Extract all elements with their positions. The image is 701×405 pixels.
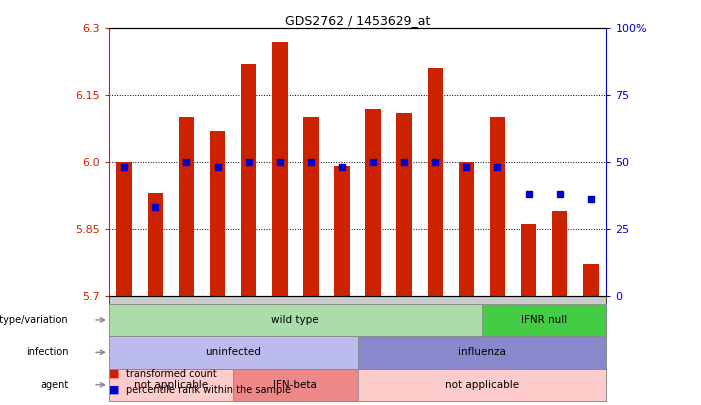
Bar xyxy=(521,224,536,296)
Bar xyxy=(552,211,568,296)
Text: IFN-beta: IFN-beta xyxy=(273,380,318,390)
Text: agent: agent xyxy=(40,380,68,390)
Text: ■: ■ xyxy=(109,385,119,395)
Title: GDS2762 / 1453629_at: GDS2762 / 1453629_at xyxy=(285,14,430,27)
Bar xyxy=(490,117,505,296)
Bar xyxy=(109,369,233,401)
Text: ■: ■ xyxy=(109,369,119,379)
Bar xyxy=(428,68,443,296)
Bar xyxy=(179,117,194,296)
Bar xyxy=(241,64,257,296)
Bar xyxy=(303,117,319,296)
Bar xyxy=(233,369,358,401)
Bar xyxy=(116,162,132,296)
Bar xyxy=(458,162,474,296)
Bar xyxy=(334,166,350,296)
Text: infection: infection xyxy=(26,347,68,357)
Bar xyxy=(358,336,606,369)
Bar xyxy=(583,264,599,296)
Bar xyxy=(109,336,358,369)
Text: genotype/variation: genotype/variation xyxy=(0,315,68,325)
Bar xyxy=(482,304,606,336)
Text: IFNR null: IFNR null xyxy=(521,315,567,325)
Bar xyxy=(272,42,287,296)
Bar xyxy=(147,193,163,296)
Bar xyxy=(210,131,225,296)
Bar xyxy=(109,304,482,336)
Bar xyxy=(396,113,412,296)
Text: influenza: influenza xyxy=(458,347,506,357)
Text: transformed count: transformed count xyxy=(126,369,217,379)
Bar xyxy=(365,109,381,296)
Text: uninfected: uninfected xyxy=(205,347,261,357)
Bar xyxy=(358,369,606,401)
Text: percentile rank within the sample: percentile rank within the sample xyxy=(126,385,291,395)
Text: not applicable: not applicable xyxy=(445,380,519,390)
Text: wild type: wild type xyxy=(271,315,319,325)
Text: not applicable: not applicable xyxy=(134,380,208,390)
